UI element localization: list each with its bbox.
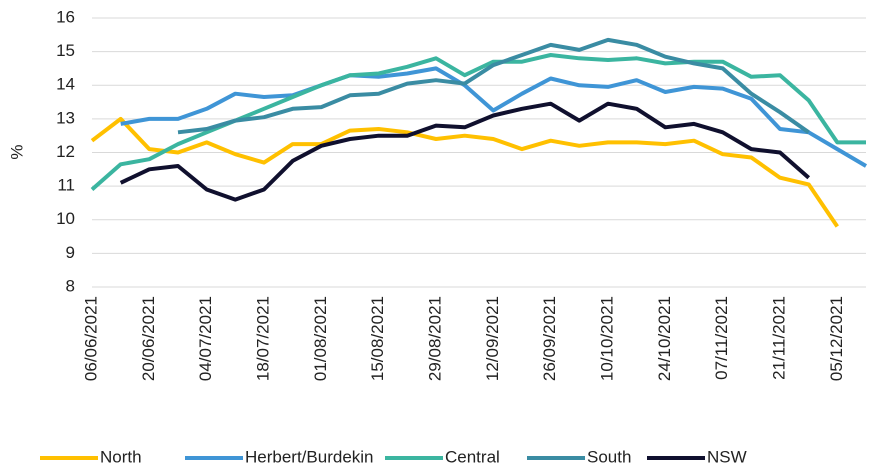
x-tick-label: 29/08/2021 <box>425 296 444 381</box>
y-tick-label: 9 <box>66 243 75 262</box>
line-series <box>119 101 811 202</box>
y-axis-label: % <box>7 144 26 159</box>
line-series <box>177 37 810 135</box>
y-tick-label: 11 <box>57 176 75 195</box>
legend-label: South <box>587 447 631 466</box>
legend-label: Central <box>445 447 500 466</box>
x-tick-label: 12/09/2021 <box>483 296 502 381</box>
y-tick-label: 12 <box>56 142 75 161</box>
x-tick-label: 04/07/2021 <box>196 296 215 381</box>
x-tick-label: 20/06/2021 <box>139 296 158 381</box>
y-tick-label: 10 <box>56 209 75 228</box>
x-tick-label: 05/12/2021 <box>827 296 846 381</box>
x-tick-label: 24/10/2021 <box>655 296 674 381</box>
x-tick-label: 01/08/2021 <box>311 296 330 381</box>
x-tick-label: 07/11/2021 <box>712 296 731 380</box>
y-tick-label: 8 <box>66 276 75 295</box>
x-tick-label: 21/11/2021 <box>769 296 788 380</box>
line-series <box>90 116 839 228</box>
y-tick-label: 15 <box>56 41 75 60</box>
x-tick-label: 06/06/2021 <box>81 296 100 381</box>
y-tick-label: 16 <box>56 7 75 26</box>
x-tick-label: 18/07/2021 <box>253 296 272 381</box>
line-series <box>120 66 868 168</box>
x-tick-label: 26/09/2021 <box>540 296 559 381</box>
x-tick-label: 10/10/2021 <box>597 296 616 381</box>
legend-label: Herbert/Burdekin <box>245 447 374 466</box>
legend-label: NSW <box>707 447 747 466</box>
y-tick-label: 14 <box>56 75 75 94</box>
y-tick-label: 13 <box>56 108 75 127</box>
legend-label: North <box>100 447 142 466</box>
x-tick-label: 15/08/2021 <box>368 296 387 381</box>
